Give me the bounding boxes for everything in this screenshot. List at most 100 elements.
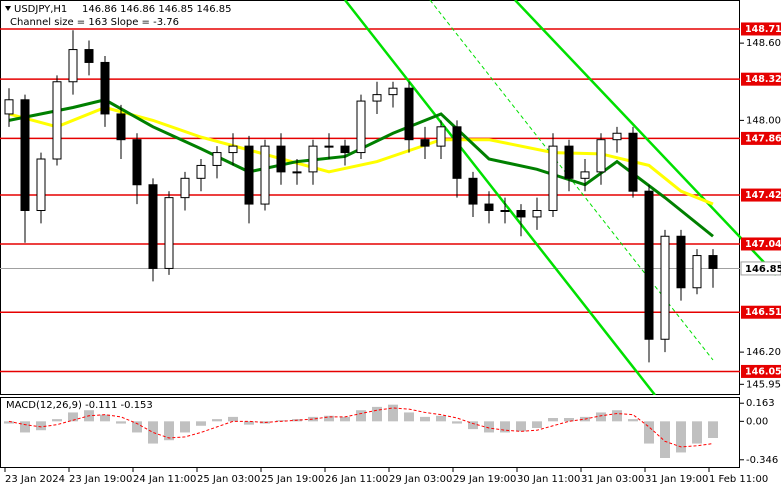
macd-bar	[324, 415, 334, 422]
macd-bar	[468, 421, 478, 430]
indicator-note: Channel size = 163 Slope = -3.76	[10, 17, 179, 28]
last-price-label: 146.85	[745, 264, 781, 275]
macd-bar	[4, 421, 14, 424]
y-tick-label: 148.00	[746, 115, 781, 126]
level-label: 146.51	[745, 307, 781, 318]
macd-bar	[244, 421, 254, 425]
level-label: 147.04	[745, 239, 781, 250]
macd-bar	[228, 416, 238, 422]
x-tick-label: 25 Jan 03:00	[197, 474, 260, 485]
candle-body	[308, 145, 318, 173]
x-tick-label: 26 Jan 11:00	[325, 474, 388, 485]
macd-bar	[564, 418, 574, 422]
candle-body	[340, 145, 350, 154]
macd-bar	[100, 414, 110, 422]
candle-body	[372, 94, 382, 102]
macd-bar	[116, 421, 126, 424]
macd-bar	[196, 421, 206, 426]
candle-body	[36, 158, 46, 212]
candle-body	[148, 184, 158, 269]
candle-body	[628, 132, 638, 192]
macd-bar	[356, 410, 366, 422]
candle-body	[612, 132, 622, 141]
quote: 146.86 146.86 146.85 146.85	[82, 4, 232, 15]
macd-bar	[372, 406, 382, 422]
macd-bar	[452, 421, 462, 424]
macd-bar	[420, 416, 430, 422]
macd-bar	[276, 420, 286, 422]
candle-body	[100, 61, 110, 115]
y-tick-label: 148.60	[746, 38, 781, 49]
macd-tick-label: -0.346	[746, 455, 778, 466]
candle-body	[708, 255, 718, 269]
macd-bar	[676, 421, 686, 453]
candle-body	[516, 210, 526, 218]
header-icon	[5, 6, 11, 11]
macd-bar	[180, 421, 190, 433]
candle-body	[548, 145, 558, 212]
macd-bar	[548, 418, 558, 422]
candle-body	[356, 100, 366, 154]
level-label: 147.42	[745, 190, 781, 201]
candle-body	[180, 177, 190, 199]
macd-bar	[596, 412, 606, 422]
candle-body	[196, 164, 206, 179]
level-box	[741, 72, 781, 86]
x-tick-label: 29 Jan 19:00	[453, 474, 516, 485]
candle-body	[596, 139, 606, 173]
candle-body	[132, 139, 142, 186]
x-tick-label: 23 Jan 2024	[5, 474, 65, 485]
macd-bar	[692, 421, 702, 444]
candles	[4, 30, 718, 363]
candle-body	[164, 197, 174, 269]
x-tick-label: 25 Jan 19:00	[261, 474, 324, 485]
candle-body	[4, 99, 14, 115]
level-box	[741, 305, 781, 319]
x-tick-label: 1 Feb 11:00	[709, 474, 768, 485]
candle-body	[436, 126, 446, 147]
candle-body	[404, 87, 414, 141]
y-tick-label: 146.20	[746, 347, 781, 358]
chart-title: USDJPY,H1	[14, 4, 67, 15]
candle-body	[580, 171, 590, 179]
last-price-box	[740, 261, 781, 276]
candle-body	[564, 145, 574, 179]
x-tick-label: 29 Jan 03:00	[389, 474, 452, 485]
levels	[0, 28, 740, 373]
macd-signal	[8, 407, 714, 448]
candle-body	[52, 81, 62, 160]
macd-bar	[148, 421, 158, 444]
main-panel	[0, 0, 740, 395]
level-label: 148.71	[745, 24, 781, 35]
macd-bar	[628, 419, 638, 422]
candle-body	[276, 145, 286, 173]
level-label: 146.05	[745, 366, 781, 377]
channel-line	[514, 0, 777, 276]
macd-bar	[212, 419, 222, 422]
axes: 148.60 148.00 146.20 145.95 148.71 148.32 147.…	[4, 22, 781, 485]
macd-bar	[388, 404, 398, 422]
candle-body	[244, 145, 254, 205]
candle-body	[452, 126, 462, 179]
candle-body	[228, 145, 238, 154]
candle-body	[660, 235, 670, 340]
candle-body	[532, 210, 542, 218]
level-box	[741, 364, 781, 378]
macd-bar	[340, 416, 350, 422]
candle-body	[692, 255, 702, 289]
candle-body	[212, 152, 222, 166]
candle-body	[468, 177, 478, 205]
candle-body	[644, 190, 654, 340]
y-tick-label: 145.95	[746, 379, 781, 390]
level-box	[741, 22, 781, 36]
macd-bar	[36, 421, 46, 431]
candle-body	[84, 49, 94, 63]
level-label: 147.86	[745, 133, 781, 144]
level-box	[741, 131, 781, 145]
level-label: 148.32	[745, 74, 781, 85]
macd-panel	[0, 397, 740, 468]
macd-bar	[164, 421, 174, 441]
x-tick-label: 24 Jan 11:00	[133, 474, 196, 485]
macd-tick-label: 0.163	[746, 398, 775, 409]
channel-line	[344, 0, 656, 395]
